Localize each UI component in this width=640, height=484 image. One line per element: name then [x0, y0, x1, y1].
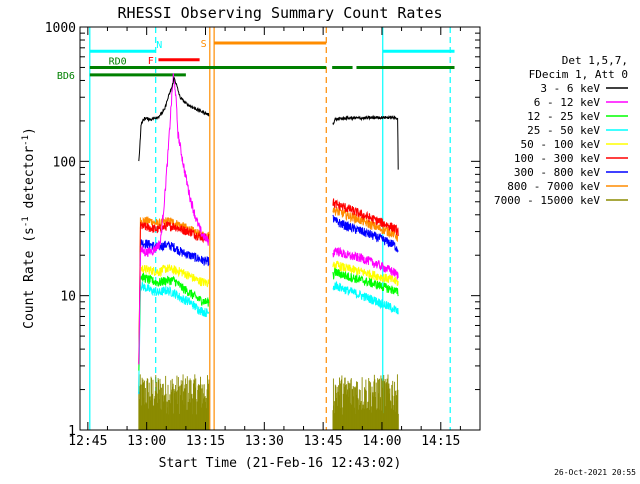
series-3-6-kev-segment-1 — [332, 114, 399, 170]
series-25-50-kev-segment-0 — [138, 281, 210, 395]
legend-label-800-7000-kev: 800 - 7000 keV — [507, 180, 600, 193]
series-6-12-kev-segment-1 — [332, 247, 399, 280]
y-axis-label: Count Rate (s-1 detector-1) — [21, 127, 37, 329]
series-12-25-kev-segment-1 — [332, 267, 399, 297]
legend-label-300-800-kev: 300 - 800 keV — [514, 166, 600, 179]
flag-bars: N S F RD0 BD6 — [57, 39, 455, 82]
plot-frame — [79, 26, 481, 431]
legend-label-25-50-kev: 25 - 50 keV — [527, 124, 600, 137]
flag-label-bd6: BD6 — [57, 71, 75, 82]
x-axis-label: Start Time (21-Feb-16 12:43:02) — [159, 456, 402, 471]
series-50-100-kev-segment-1 — [332, 260, 399, 287]
y-axis-ticks: 1 10 100 1000 — [45, 21, 480, 439]
y-tick-label-100: 100 — [53, 155, 76, 170]
legend-label-12-25-kev: 12 - 25 keV — [527, 110, 600, 123]
x-tick-label-13:15: 13:15 — [186, 434, 225, 449]
series-3-6-kev-segment-0 — [138, 76, 210, 162]
x-tick-label-12:45: 12:45 — [68, 434, 107, 449]
flag-label-s: S — [201, 39, 207, 50]
legend-header-line-1: Det 1,5,7, — [562, 54, 628, 67]
legend-header-line-2: FDecim 1, Att 0 — [529, 68, 628, 81]
y-tick-label-1000: 1000 — [45, 21, 76, 36]
x-tick-label-13:00: 13:00 — [127, 434, 166, 449]
flag-label-rd0: RD0 — [109, 56, 127, 67]
series-25-50-kev-segment-1 — [332, 280, 399, 315]
y-tick-label-10: 10 — [60, 290, 76, 305]
series-7000-15000-kev-segment-1 — [332, 374, 399, 430]
series-800-7000-kev-segment-1 — [332, 206, 399, 243]
legend-label-7000-15000-kev: 7000 - 15000 keV — [494, 194, 600, 207]
chart-title: RHESSI Observing Summary Count Rates — [117, 4, 442, 22]
x-axis-ticks: 12:45 13:00 13:15 13:30 13:45 14:00 14:15 — [68, 27, 481, 449]
flag-label-n: N — [156, 40, 162, 51]
x-tick-label-13:30: 13:30 — [245, 434, 284, 449]
series-100-300-kev-segment-1 — [332, 198, 399, 237]
series-7000-15000-kev-segment-0 — [138, 374, 210, 430]
flag-label-f: F — [148, 56, 154, 67]
y-tick-label-1: 1 — [68, 424, 76, 439]
x-tick-label-13:45: 13:45 — [304, 434, 343, 449]
x-tick-label-14:00: 14:00 — [362, 434, 401, 449]
generation-timestamp: 26-Oct-2021 20:55 — [554, 468, 636, 477]
legend-label-50-100-kev: 50 - 100 keV — [521, 138, 601, 151]
series-100-300-kev-segment-0 — [138, 220, 210, 365]
x-tick-label-14:15: 14:15 — [421, 434, 460, 449]
series-300-800-kev-segment-0 — [138, 239, 210, 394]
legend-label-6-12-kev: 6 - 12 keV — [534, 96, 601, 109]
legend-label-3-6-kev: 3 - 6 keV — [540, 82, 600, 95]
data-series — [138, 73, 399, 430]
legend-label-100-300-kev: 100 - 300 keV — [514, 152, 600, 165]
series-12-25-kev-segment-0 — [138, 272, 210, 371]
series-300-800-kev-segment-1 — [332, 214, 399, 253]
series-50-100-kev-segment-0 — [138, 263, 210, 392]
